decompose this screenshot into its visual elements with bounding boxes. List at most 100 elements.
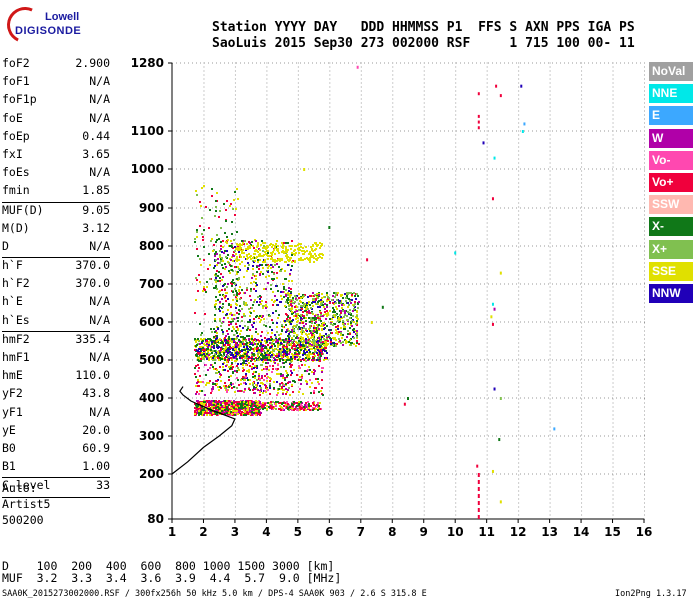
data-point bbox=[303, 168, 306, 171]
parameter-value: 335.4 bbox=[75, 331, 110, 346]
file-info: SAA0K_2015273002000.RSF / 300fx256h 50 k… bbox=[2, 589, 427, 599]
lowell-digisonde-logo: Lowell DIGISONDE bbox=[1, 1, 93, 49]
data-point-cluster bbox=[194, 365, 324, 396]
data-point bbox=[491, 322, 494, 326]
data-point-cluster bbox=[262, 402, 320, 411]
parameter-value: 110.0 bbox=[75, 368, 110, 383]
y-tick-label: 800 bbox=[139, 239, 164, 253]
data-point-cluster bbox=[195, 400, 261, 416]
data-point-cluster bbox=[214, 240, 291, 392]
x-tick-label: 5 bbox=[294, 525, 302, 539]
parameter-name: MUF(D) bbox=[2, 202, 44, 217]
parameter-separator bbox=[2, 496, 110, 498]
data-point bbox=[499, 271, 502, 275]
data-point bbox=[366, 258, 369, 262]
parameter-name: C-level bbox=[2, 478, 51, 493]
parameter-name: foEs bbox=[2, 165, 30, 180]
data-point bbox=[493, 387, 496, 391]
data-point bbox=[499, 94, 502, 98]
x-tick-label: 16 bbox=[636, 525, 653, 539]
polarization-legend: NoVal NNE E W Vo- Vo+ SSW X- X+ SSE NNW bbox=[649, 62, 693, 306]
data-point bbox=[498, 438, 501, 442]
data-point-cluster bbox=[194, 337, 327, 362]
parameter-value: 370.0 bbox=[75, 258, 110, 273]
data-point bbox=[477, 92, 480, 96]
parameter-row: h`E N/A bbox=[2, 294, 110, 312]
parameter-value: N/A bbox=[89, 165, 110, 180]
parameter-value: 3.65 bbox=[82, 146, 110, 161]
data-point-cluster bbox=[194, 195, 238, 337]
x-tick-label: 15 bbox=[604, 525, 621, 539]
data-point bbox=[370, 321, 373, 324]
data-point bbox=[499, 500, 502, 504]
parameter-separator bbox=[2, 330, 110, 332]
parameter-name: yE bbox=[2, 422, 16, 437]
parameter-value: 43.8 bbox=[82, 386, 110, 401]
y-tick-label: 500 bbox=[139, 353, 164, 367]
header-columns: Station YYYY DAY DDD HHMMSS P1 FFS S AXN… bbox=[212, 20, 635, 35]
parameter-name: h`F bbox=[2, 258, 23, 273]
parameter-row: hmF2 335.4 bbox=[2, 332, 110, 350]
header-values: SaoLuis 2015 Sep30 273 002000 RSF 1 715 … bbox=[212, 36, 635, 51]
data-point bbox=[328, 226, 331, 229]
legend-item-vo: Vo- bbox=[649, 150, 693, 170]
y-tick-label: 1280 bbox=[131, 56, 164, 70]
parameter-row: fxI 3.65 bbox=[2, 147, 110, 165]
parameter-separator bbox=[2, 201, 110, 203]
data-point bbox=[356, 65, 359, 69]
parameter-value: N/A bbox=[89, 294, 110, 309]
logo-text-lowell: Lowell bbox=[45, 11, 80, 23]
parameter-name: h`E bbox=[2, 294, 23, 309]
data-point bbox=[403, 402, 406, 406]
data-point bbox=[499, 397, 502, 400]
parameter-value: 2.900 bbox=[75, 56, 110, 70]
parameter-name: h`Es bbox=[2, 312, 30, 327]
data-point-cluster bbox=[213, 239, 293, 391]
x-tick-label: 13 bbox=[541, 525, 558, 539]
parameter-row: C-level 33 bbox=[2, 478, 110, 496]
parameter-value: N/A bbox=[89, 110, 110, 125]
parameter-name: foF1 bbox=[2, 74, 30, 89]
data-point bbox=[381, 305, 384, 309]
parameter-name: yF2 bbox=[2, 386, 23, 401]
parameter-name: fxI bbox=[2, 146, 23, 161]
parameter-row: MUF(D) 9.05 bbox=[2, 203, 110, 221]
y-tick-label: 600 bbox=[139, 315, 164, 329]
data-point-cluster bbox=[195, 364, 323, 396]
x-tick-label: 8 bbox=[388, 525, 396, 539]
parameter-row: foF1 N/A bbox=[2, 74, 110, 92]
parameter-value: 1.85 bbox=[82, 183, 110, 198]
data-point-cluster bbox=[195, 364, 323, 396]
y-tick-label: 80 bbox=[147, 512, 164, 526]
x-tick-label: 1 bbox=[168, 525, 176, 539]
parameter-value: N/A bbox=[89, 92, 110, 107]
parameter-name: M(D) bbox=[2, 220, 30, 235]
parameter-row: M(D) 3.12 bbox=[2, 221, 110, 239]
legend-item-noval: NoVal bbox=[649, 62, 693, 81]
auto-label: Auto: bbox=[2, 481, 37, 495]
parameter-value: 33 bbox=[96, 478, 110, 493]
parameter-name: fmin bbox=[2, 183, 30, 198]
x-tick-label: 11 bbox=[478, 525, 495, 539]
y-tick-label: 700 bbox=[139, 277, 164, 291]
parameter-name: foF2 bbox=[2, 56, 30, 70]
data-point bbox=[454, 251, 457, 255]
parameter-row: h`Es N/A bbox=[2, 313, 110, 331]
legend-item-nnw: NNW bbox=[649, 283, 693, 303]
data-point bbox=[493, 307, 496, 311]
x-tick-label: 7 bbox=[357, 525, 365, 539]
logo-text-digisonde: DIGISONDE bbox=[15, 25, 82, 37]
data-point-cluster bbox=[194, 364, 323, 396]
data-point bbox=[407, 397, 409, 400]
data-point-cluster bbox=[285, 292, 359, 347]
parameter-name: hmF2 bbox=[2, 331, 30, 346]
parameter-name: hmE bbox=[2, 368, 23, 383]
legend-item-nne: NNE bbox=[649, 84, 693, 104]
data-point bbox=[521, 130, 524, 133]
x-tick-label: 10 bbox=[447, 525, 464, 539]
parameter-name: B0 bbox=[2, 440, 16, 455]
parameter-value: 370.0 bbox=[75, 276, 110, 291]
y-tick-label: 300 bbox=[139, 429, 164, 443]
parameter-name: D bbox=[2, 238, 9, 253]
